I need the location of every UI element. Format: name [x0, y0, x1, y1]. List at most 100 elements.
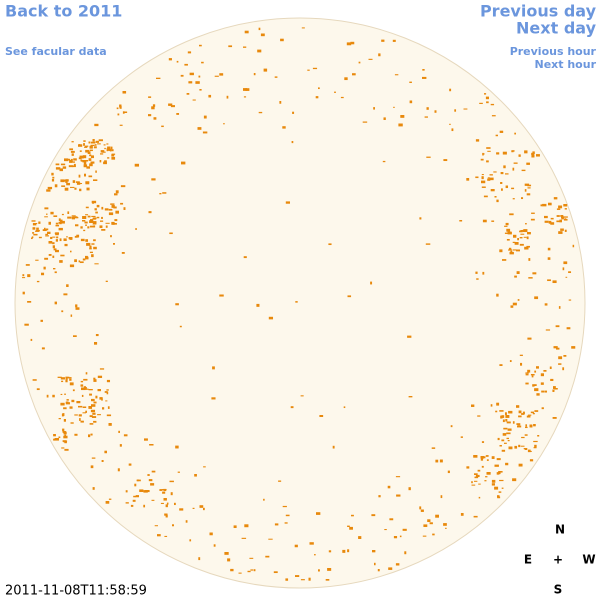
previous-hour-link[interactable]: Previous hour [510, 45, 597, 58]
facula [147, 474, 150, 476]
facula [532, 413, 535, 415]
facula [63, 435, 68, 439]
facula [60, 393, 63, 396]
facula [496, 152, 500, 155]
facular-link[interactable]: See facular data [5, 45, 107, 58]
facula [422, 535, 427, 537]
facula [371, 514, 376, 517]
facula [168, 103, 173, 106]
facula [61, 213, 64, 216]
facula [59, 260, 63, 263]
facula [48, 221, 51, 225]
facula [358, 536, 362, 539]
facula [473, 455, 478, 458]
facula [113, 206, 117, 209]
facula [53, 434, 56, 437]
facula [568, 299, 572, 301]
facula [46, 189, 51, 192]
facula [524, 183, 530, 186]
back-link[interactable]: Back to 2011 [5, 2, 122, 21]
facula [74, 433, 78, 436]
facula [90, 141, 96, 144]
facula [499, 130, 504, 133]
facula [94, 208, 97, 211]
facula [66, 182, 71, 186]
facula [41, 272, 45, 276]
facula [125, 490, 128, 493]
facula [517, 424, 521, 426]
facula [52, 176, 55, 179]
facula [536, 393, 540, 396]
facula [514, 132, 516, 135]
solar-disk [14, 17, 586, 589]
facula [87, 226, 90, 229]
facula [134, 163, 140, 167]
facula [64, 434, 67, 437]
facula [85, 149, 90, 153]
facula [106, 391, 109, 395]
facula [525, 382, 529, 385]
facula [170, 105, 175, 108]
facula [99, 225, 103, 229]
facula [78, 405, 83, 408]
facula [481, 186, 486, 188]
facula [475, 176, 479, 179]
facula [260, 33, 265, 37]
facula [292, 111, 295, 114]
facula [187, 51, 192, 54]
facula [497, 495, 500, 498]
next-day-link[interactable]: Next day [516, 19, 597, 38]
facula [517, 425, 522, 428]
facula [82, 412, 87, 414]
facula [107, 406, 110, 409]
facula [122, 111, 125, 114]
facula [529, 424, 533, 428]
next-hour-link[interactable]: Next hour [535, 58, 597, 71]
facula [285, 578, 289, 581]
facula [309, 542, 314, 545]
facula [500, 182, 503, 184]
facula [474, 473, 478, 475]
facula [531, 154, 535, 158]
facula [81, 387, 86, 391]
facula [300, 395, 304, 397]
facula [224, 552, 229, 555]
facula [165, 504, 168, 508]
facula [544, 215, 548, 219]
facula [95, 395, 98, 399]
facula [74, 259, 77, 263]
facula [558, 306, 561, 309]
facula [514, 275, 517, 278]
facula [70, 422, 74, 424]
facula [48, 241, 53, 244]
facula [558, 356, 563, 360]
previous-day-link[interactable]: Previous day [480, 2, 597, 21]
facula [162, 192, 167, 194]
facula [241, 537, 247, 539]
facula [65, 179, 69, 182]
facula [74, 187, 77, 190]
facula [560, 215, 564, 217]
facula [31, 220, 36, 222]
facula [561, 216, 565, 219]
facula [61, 180, 65, 183]
facula [83, 229, 86, 232]
facula [80, 160, 85, 162]
facula [544, 303, 548, 306]
facula [496, 472, 500, 475]
facula [61, 380, 64, 383]
facula [66, 284, 69, 287]
facula [83, 143, 85, 146]
facula [108, 149, 111, 151]
facula [558, 363, 562, 365]
facula [92, 487, 95, 490]
facula [505, 415, 510, 418]
facula [553, 197, 558, 200]
facula [431, 447, 436, 449]
facula [148, 479, 153, 482]
facula [85, 256, 89, 260]
facula [212, 366, 215, 370]
facula [494, 464, 499, 467]
facula [64, 393, 66, 395]
facula [89, 149, 93, 152]
